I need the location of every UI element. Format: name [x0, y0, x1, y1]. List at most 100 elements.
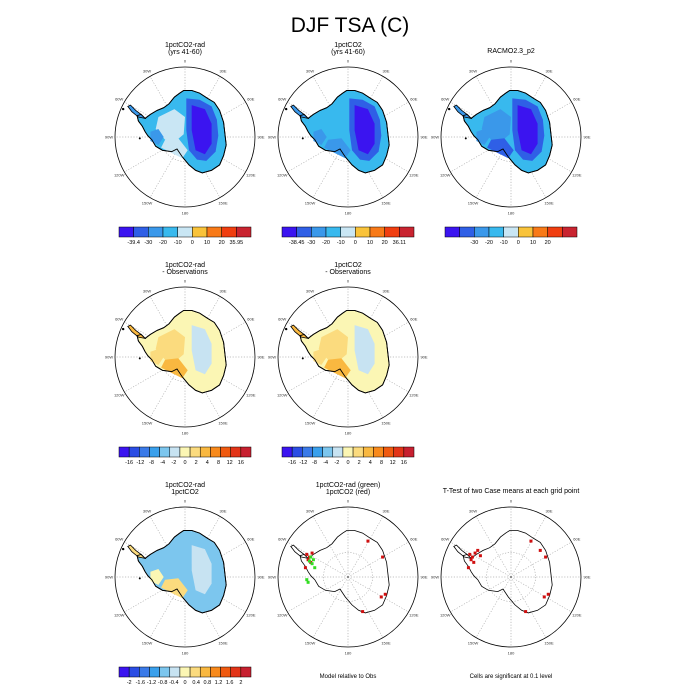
plateau-core-fill [191, 105, 212, 155]
island-mark [138, 357, 141, 360]
longitude-label: 90W [105, 575, 113, 580]
colorbar-bin [562, 226, 578, 238]
longitude-label: 120E [572, 173, 582, 178]
island-mark [284, 327, 288, 331]
meridian-line [347, 516, 384, 578]
longitude-label: 30E [545, 509, 552, 514]
map-panel: 1pctCO2-rad (green)1pctCO2 (red) 0 30E 60E 9… [268, 482, 428, 680]
colorbar-tick-label: 0 [183, 460, 186, 466]
colorbar-tick-label: 12 [227, 460, 233, 466]
longitude-label: 90W [105, 355, 113, 360]
colorbar-tick-label: -16 [288, 460, 296, 466]
coastline [462, 90, 553, 174]
longitude-label: 60E [410, 97, 417, 102]
plateau-core-fill [191, 545, 212, 595]
significance-cell [310, 551, 314, 555]
longitude-label: 90E [420, 135, 427, 140]
colorbar-tick-label: -20 [322, 240, 330, 246]
colorbar-bin [340, 226, 356, 238]
colorbar-bin [221, 226, 237, 238]
longitude-label: 150E [544, 200, 554, 205]
weddell-region-fill [150, 569, 164, 585]
longitude-label: 180 [508, 651, 515, 656]
colorbar-tick-label: 35.95 [229, 240, 243, 246]
map-boundary-circle [277, 66, 419, 208]
longitude-label: 120E [409, 613, 419, 618]
colorbar-bin [281, 446, 293, 458]
colorbar-tick-label: 16 [401, 460, 407, 466]
longitude-label: 60W [441, 537, 449, 542]
colorbar-bin [177, 226, 193, 238]
colorbar-tick-label: 10 [204, 240, 210, 246]
weddell-region-fill [313, 129, 327, 145]
coastline [299, 309, 390, 394]
map-boundary-circle [277, 286, 419, 428]
plateau-core-fill [517, 105, 538, 155]
colorbar-bin [383, 446, 394, 458]
meridian-line [287, 576, 349, 613]
colorbar-tick-label: 1.6 [226, 680, 234, 686]
colorbar-bin [149, 666, 160, 678]
weddell-region-fill [150, 129, 164, 145]
colorbar-bin [179, 666, 191, 678]
meridian-line [510, 516, 547, 578]
colorbar-bin [230, 666, 242, 678]
significance-cell [381, 555, 385, 559]
colorbar-bin [240, 446, 252, 458]
significance-cell [542, 595, 546, 599]
colorbar-bin [133, 226, 149, 238]
colorbar-bin [206, 226, 222, 238]
panel-title: T-Test of two Case means at each grid po… [443, 488, 580, 495]
meridian-line [475, 576, 512, 638]
meridian-line [347, 541, 409, 578]
significance-cell [309, 555, 313, 559]
meridian-line [312, 516, 349, 578]
longitude-label: 120W [114, 173, 125, 178]
colorbar-tick-label: 0.8 [204, 680, 212, 686]
significance-cell [311, 558, 315, 562]
colorbar-tick-label: 0 [183, 680, 186, 686]
colorbar-bin [139, 666, 150, 678]
panel-subtitle: - Observations [325, 269, 371, 276]
panel-title: 1pctCO2-rad [165, 262, 205, 269]
longitude-label: 120E [246, 173, 256, 178]
island-mark [464, 137, 467, 140]
meridian-line [450, 541, 512, 578]
coastline [462, 530, 553, 614]
longitude-label: 30E [382, 509, 389, 514]
panel-title: 1pctCO2 [334, 42, 362, 49]
panel-title: RACMO2.3_p2 [487, 48, 535, 55]
longitude-label: 150E [544, 640, 554, 645]
longitude-label: 150E [381, 200, 391, 205]
colorbar-tick-label: 1.2 [215, 680, 223, 686]
significance-cell [469, 558, 473, 562]
colorbar-bin [169, 666, 181, 678]
colorbar-bin [393, 446, 405, 458]
significance-cell [310, 562, 314, 566]
longitude-label: 30E [219, 289, 226, 294]
island-mark [284, 107, 288, 111]
island-mark [121, 547, 125, 551]
map-boundary-circle [440, 506, 582, 648]
colorbar-tick-label: -39.4 [127, 240, 140, 246]
plateau-core-fill [354, 325, 375, 375]
colorbar-tick-label: 36.11 [393, 240, 406, 246]
colorbar-tick-label: 0 [517, 240, 520, 246]
longitude-label: 150E [218, 640, 228, 645]
meridian-line [510, 576, 547, 638]
colorbar-bin [355, 226, 371, 238]
island-mark [301, 357, 304, 360]
colorbar-bin [220, 446, 231, 458]
colorbar-bin [148, 226, 164, 238]
significance-cell [305, 578, 309, 582]
longitude-label: 0 [184, 279, 187, 284]
island-mark [138, 577, 141, 580]
longitude-label: 30W [143, 69, 151, 74]
island-mark [121, 327, 125, 331]
colorbar-tick-label: -0.4 [169, 680, 178, 686]
colorbar-bin [444, 226, 460, 238]
meridian-line [347, 576, 384, 638]
longitude-label: 150W [142, 640, 153, 645]
longitude-label: 150W [142, 200, 153, 205]
